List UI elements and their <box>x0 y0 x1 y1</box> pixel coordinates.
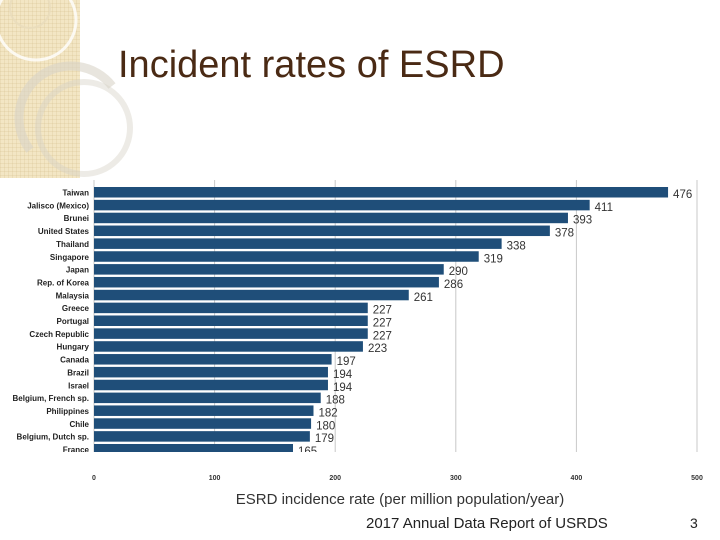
category-label: Brunei <box>64 214 89 223</box>
x-tick-label: 300 <box>450 475 462 482</box>
category-label: Thailand <box>56 240 89 249</box>
category-label: Singapore <box>50 253 90 262</box>
x-tick-label: 400 <box>571 475 583 482</box>
category-label: Belgium, French sp. <box>13 394 89 403</box>
x-tick-label: 200 <box>329 475 341 482</box>
bar <box>94 418 312 429</box>
value-label: 227 <box>373 305 392 317</box>
x-tick-label: 100 <box>209 475 221 482</box>
value-label: 227 <box>373 318 392 330</box>
category-label: Japan <box>66 266 89 275</box>
bar <box>94 315 368 326</box>
bars <box>94 187 669 452</box>
bar <box>94 187 669 198</box>
bar <box>94 379 328 391</box>
value-label: 180 <box>316 420 335 432</box>
x-tick-labels: 0 100 200 300 400 500 <box>92 475 703 482</box>
page-number: 3 <box>690 515 698 531</box>
bar <box>94 276 439 288</box>
category-label: Brazil <box>67 368 89 377</box>
value-label: 182 <box>318 407 337 419</box>
value-label: 194 <box>333 382 353 394</box>
bar <box>94 225 550 237</box>
chart-area: Taiwan Jalisco (Mexico) Brunei United State… <box>0 178 720 540</box>
bar <box>94 431 310 442</box>
value-label: 378 <box>555 228 574 240</box>
decorative-circles <box>0 0 133 177</box>
value-label: 227 <box>373 330 392 342</box>
bar <box>94 302 368 314</box>
bar <box>94 212 568 224</box>
category-label: Chile <box>69 420 89 429</box>
category-label: Portugal <box>57 317 89 326</box>
bar <box>94 366 328 378</box>
category-label: Malaysia <box>56 291 90 300</box>
category-label: Jalisco (Mexico) <box>27 201 89 210</box>
value-label: 393 <box>573 215 592 227</box>
bar <box>94 405 314 416</box>
value-label: 223 <box>368 343 387 355</box>
category-label: Rep. of Korea <box>37 278 90 287</box>
footer-text: 2017 Annual Data Report of USRDS <box>366 515 608 532</box>
bar <box>94 289 409 301</box>
value-label: 194 <box>333 369 353 381</box>
category-label: France <box>63 446 90 455</box>
x-tick-label: 0 <box>92 475 96 482</box>
category-label: Canada <box>60 356 89 365</box>
value-labels: 4764113933783383192902862612272272272231… <box>298 189 692 458</box>
bar <box>94 444 293 452</box>
value-label: 290 <box>449 266 468 278</box>
bar <box>94 251 479 262</box>
bar <box>94 328 368 339</box>
x-tick-label: 500 <box>691 475 703 482</box>
category-label: Hungary <box>57 343 90 352</box>
value-label: 338 <box>507 240 526 252</box>
bar-chart: Taiwan Jalisco (Mexico) Brunei United State… <box>13 180 703 508</box>
category-label: United States <box>38 227 90 236</box>
value-label: 411 <box>595 202 613 214</box>
category-label: Taiwan <box>62 189 89 198</box>
value-label: 197 <box>337 356 356 368</box>
category-label: Czech Republic <box>29 330 89 339</box>
value-label: 476 <box>673 189 692 201</box>
value-label: 179 <box>315 433 334 445</box>
bar <box>94 341 363 352</box>
bar <box>94 199 590 211</box>
bar <box>94 392 321 404</box>
slide-title: Incident rates of ESRD <box>118 44 505 86</box>
value-label: 286 <box>444 279 463 291</box>
bar <box>94 264 444 275</box>
category-labels: Taiwan Jalisco (Mexico) Brunei United State… <box>13 189 90 455</box>
category-label: Israel <box>68 381 89 390</box>
value-label: 188 <box>326 395 345 407</box>
category-label: Belgium, Dutch sp. <box>17 433 89 442</box>
value-label: 261 <box>414 292 433 304</box>
category-label: Philippines <box>46 407 89 416</box>
bar <box>94 354 332 365</box>
value-label: 319 <box>484 253 503 265</box>
bar <box>94 238 502 249</box>
x-axis-title: ESRD incidence rate (per million populat… <box>236 491 565 508</box>
category-label: Greece <box>62 304 90 313</box>
value-label: 165 <box>298 446 317 458</box>
